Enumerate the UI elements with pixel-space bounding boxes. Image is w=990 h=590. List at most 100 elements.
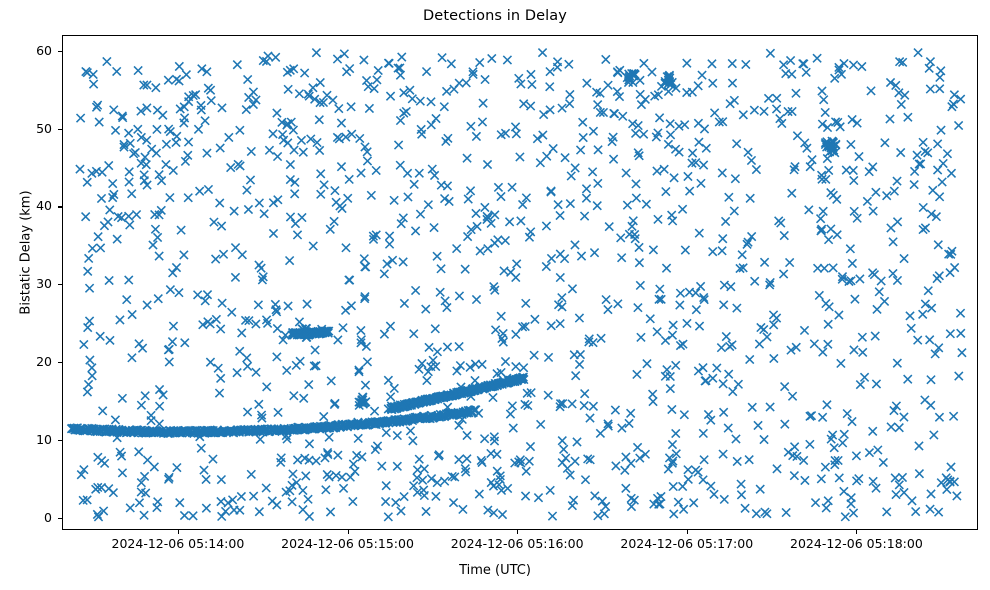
data-point-marker xyxy=(588,401,599,411)
data-point-marker xyxy=(246,146,256,157)
data-point-marker xyxy=(738,263,748,273)
data-point-marker xyxy=(660,335,671,346)
data-point-marker xyxy=(894,57,905,67)
data-point-marker xyxy=(663,75,674,86)
data-point-marker xyxy=(364,103,375,114)
data-point-marker xyxy=(289,145,299,155)
data-point-marker xyxy=(153,294,163,304)
data-point-marker xyxy=(181,69,192,80)
data-point-marker xyxy=(648,396,658,407)
x-axis-label: Time (UTC) xyxy=(459,563,531,578)
data-point-marker xyxy=(214,388,225,398)
data-point-marker xyxy=(759,324,769,335)
data-point-marker xyxy=(543,352,554,363)
data-point-marker xyxy=(640,449,651,459)
data-point-marker xyxy=(894,88,904,98)
data-point-marker xyxy=(258,272,268,282)
data-point-marker xyxy=(567,501,577,511)
data-point-marker xyxy=(694,321,705,331)
data-point-marker xyxy=(920,146,930,157)
data-point-marker xyxy=(947,246,957,256)
data-point-marker xyxy=(913,48,923,58)
data-point-marker xyxy=(763,93,774,104)
data-point-marker xyxy=(285,159,296,170)
data-point-marker xyxy=(156,176,167,186)
data-point-marker xyxy=(322,469,332,480)
data-point-marker xyxy=(535,158,545,168)
data-point-marker xyxy=(128,149,139,159)
data-point-marker xyxy=(356,335,367,345)
data-point-marker xyxy=(426,120,436,130)
data-point-marker xyxy=(326,376,336,386)
data-point-marker xyxy=(914,159,924,169)
data-point-marker xyxy=(133,65,143,76)
data-point-marker xyxy=(772,93,782,103)
data-point-marker xyxy=(555,210,565,221)
data-point-marker xyxy=(520,491,531,501)
data-point-marker xyxy=(419,464,429,474)
data-point-marker xyxy=(127,353,137,363)
data-point-marker xyxy=(82,177,92,187)
y-tick-mark xyxy=(58,50,62,52)
data-point-marker xyxy=(820,462,831,472)
data-point-marker xyxy=(346,301,357,311)
data-point-marker xyxy=(545,82,555,92)
data-point-marker xyxy=(136,400,147,410)
data-point-marker xyxy=(471,208,481,219)
data-point-marker xyxy=(424,342,434,353)
data-point-marker xyxy=(609,108,619,119)
data-point-marker xyxy=(190,90,201,100)
data-point-marker xyxy=(183,193,193,203)
data-point-marker xyxy=(953,120,964,131)
data-point-marker xyxy=(198,320,208,330)
data-point-marker xyxy=(936,125,946,135)
data-point-marker xyxy=(836,358,846,369)
data-point-marker xyxy=(315,97,325,108)
data-point-marker xyxy=(482,159,493,170)
data-point-marker xyxy=(136,106,146,116)
data-point-marker xyxy=(907,496,917,506)
data-point-marker xyxy=(671,360,681,371)
data-point-marker xyxy=(110,415,121,425)
data-point-marker xyxy=(682,318,692,329)
data-point-marker xyxy=(627,221,637,231)
y-tick-label: 50 xyxy=(36,120,52,136)
data-point-marker xyxy=(383,375,394,385)
data-point-marker xyxy=(677,481,688,492)
data-point-marker xyxy=(846,492,856,503)
data-point-marker xyxy=(81,212,91,222)
data-point-marker xyxy=(210,254,221,264)
data-point-marker xyxy=(268,198,279,208)
data-point-marker xyxy=(517,199,528,210)
data-point-marker xyxy=(743,147,753,157)
data-point-marker xyxy=(87,363,97,373)
data-point-marker xyxy=(601,294,611,305)
data-point-marker xyxy=(494,480,504,490)
data-point-marker xyxy=(180,156,191,167)
data-point-marker xyxy=(423,367,433,377)
data-point-marker xyxy=(341,67,352,77)
data-point-marker xyxy=(716,343,727,353)
data-point-marker xyxy=(747,231,757,242)
data-point-marker xyxy=(787,106,797,117)
data-point-marker xyxy=(651,132,661,142)
data-point-marker xyxy=(781,507,791,518)
data-point-marker xyxy=(423,200,433,210)
data-point-marker xyxy=(75,113,86,123)
data-point-marker xyxy=(493,235,503,245)
data-point-marker xyxy=(123,128,134,138)
data-point-marker xyxy=(251,367,261,377)
data-point-marker xyxy=(868,476,878,487)
data-point-marker xyxy=(597,496,608,506)
data-point-marker xyxy=(650,91,660,101)
data-point-marker xyxy=(765,48,776,58)
data-point-marker xyxy=(749,105,760,115)
data-point-marker xyxy=(324,432,334,442)
data-point-marker xyxy=(93,232,103,242)
data-point-marker xyxy=(516,79,526,89)
data-point-marker xyxy=(261,56,272,67)
data-point-marker xyxy=(839,58,849,69)
data-point-marker xyxy=(579,400,589,411)
data-point-marker xyxy=(296,135,307,146)
data-point-marker xyxy=(892,217,903,227)
